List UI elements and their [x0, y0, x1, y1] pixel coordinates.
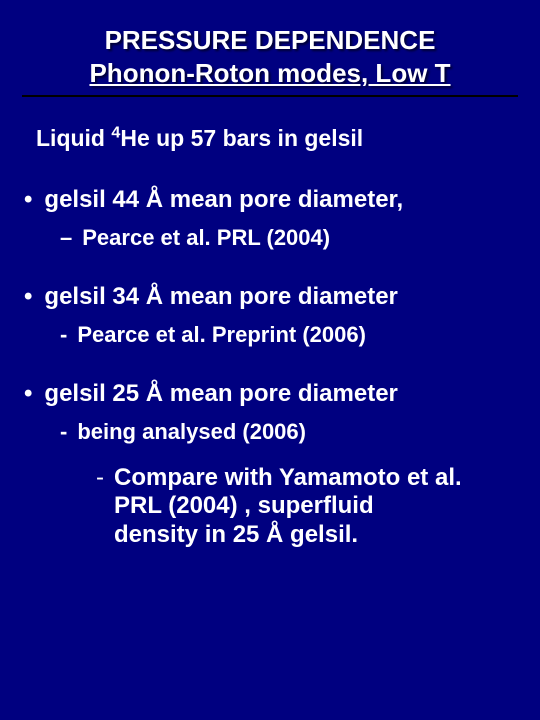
- compare-line1: Compare with Yamamoto et al.: [114, 464, 462, 491]
- bullet-item: • gelsil 25 Å mean pore diameter - being…: [18, 380, 522, 550]
- compare-line3: density in 25 Å gelsil.: [114, 521, 358, 548]
- bullet-row: • gelsil 44 Å mean pore diameter,: [18, 186, 522, 215]
- subtitle: Liquid 4He up 57 bars in gelsil: [36, 125, 522, 152]
- compare-line2: PRL (2004) , superfluid: [114, 492, 374, 519]
- sub-text: Pearce et al. PRL (2004): [82, 225, 330, 251]
- slide-title: PRESSURE DEPENDENCE Phonon-Roton modes, …: [18, 24, 522, 89]
- bullet-row: • gelsil 25 Å mean pore diameter: [18, 380, 522, 409]
- title-line2: Phonon-Roton modes, Low T: [89, 58, 450, 88]
- bullet-row: • gelsil 34 Å mean pore diameter: [18, 283, 522, 312]
- bullet-item: • gelsil 44 Å mean pore diameter, – Pear…: [18, 186, 522, 251]
- bullet-list: • gelsil 44 Å mean pore diameter, – Pear…: [18, 186, 522, 550]
- sub-item: - being analysed (2006): [60, 419, 522, 445]
- sub-mark: -: [60, 322, 67, 348]
- compare-mark: -: [96, 464, 104, 493]
- subtitle-superscript: 4: [111, 123, 120, 141]
- sub-mark: -: [60, 419, 67, 445]
- sub-item: – Pearce et al. PRL (2004): [60, 225, 522, 251]
- compare-text: Compare with Yamamoto et al. PRL (2004) …: [114, 464, 462, 550]
- subtitle-text: He up 57 bars in gelsil: [120, 125, 363, 151]
- subtitle-prefix: Liquid: [36, 125, 111, 151]
- bullet-mark: •: [24, 380, 32, 409]
- bullet-mark: •: [24, 186, 32, 215]
- title-line1: PRESSURE DEPENDENCE: [105, 25, 436, 55]
- bullet-text: gelsil 34 Å mean pore diameter: [44, 283, 397, 312]
- sub-mark: –: [60, 225, 72, 251]
- bullet-text: gelsil 25 Å mean pore diameter: [44, 380, 397, 409]
- bullet-text: gelsil 44 Å mean pore diameter,: [44, 186, 403, 215]
- bullet-mark: •: [24, 283, 32, 312]
- compare-item: - Compare with Yamamoto et al. PRL (2004…: [96, 464, 522, 550]
- sub-text: Pearce et al. Preprint (2006): [77, 322, 366, 348]
- sub-text: being analysed (2006): [77, 419, 306, 445]
- bullet-item: • gelsil 34 Å mean pore diameter - Pearc…: [18, 283, 522, 348]
- sub-item: - Pearce et al. Preprint (2006): [60, 322, 522, 348]
- divider: [22, 95, 518, 97]
